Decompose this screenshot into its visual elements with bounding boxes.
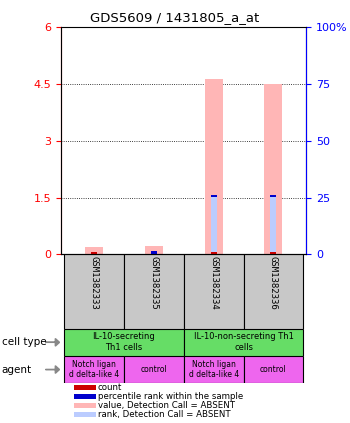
Text: percentile rank within the sample: percentile rank within the sample xyxy=(98,392,243,401)
Text: GSM1382335: GSM1382335 xyxy=(149,256,158,310)
Bar xyxy=(74,385,96,390)
Bar xyxy=(145,246,163,254)
Bar xyxy=(151,252,157,254)
Text: GSM1382333: GSM1382333 xyxy=(90,256,99,310)
Bar xyxy=(74,394,96,399)
Bar xyxy=(124,254,184,329)
Text: GSM1382334: GSM1382334 xyxy=(209,256,218,310)
Bar xyxy=(271,252,276,254)
Text: value, Detection Call = ABSENT: value, Detection Call = ABSENT xyxy=(98,401,235,410)
Text: control: control xyxy=(140,365,167,374)
Bar xyxy=(271,195,276,197)
Bar xyxy=(205,79,223,254)
Text: GDS5609 / 1431805_a_at: GDS5609 / 1431805_a_at xyxy=(90,11,260,24)
Bar xyxy=(271,195,276,254)
Text: count: count xyxy=(98,383,122,392)
Bar xyxy=(244,254,303,329)
Bar xyxy=(74,403,96,408)
Text: IL-10-secreting
Th1 cells: IL-10-secreting Th1 cells xyxy=(93,332,155,352)
Text: Notch ligan
d delta-like 4: Notch ligan d delta-like 4 xyxy=(189,360,239,379)
Bar xyxy=(64,329,184,356)
Bar xyxy=(184,329,303,356)
Bar xyxy=(64,254,124,329)
Bar xyxy=(264,84,282,254)
Bar xyxy=(211,195,217,197)
Bar xyxy=(211,195,217,254)
Bar xyxy=(211,252,217,254)
Bar xyxy=(124,356,184,383)
Text: Notch ligan
d delta-like 4: Notch ligan d delta-like 4 xyxy=(69,360,119,379)
Bar xyxy=(151,251,157,254)
Text: GSM1382336: GSM1382336 xyxy=(269,256,278,310)
Text: rank, Detection Call = ABSENT: rank, Detection Call = ABSENT xyxy=(98,410,231,419)
Bar xyxy=(64,356,124,383)
Bar xyxy=(151,251,157,254)
Text: IL-10-non-secreting Th1
cells: IL-10-non-secreting Th1 cells xyxy=(194,332,293,352)
Text: cell type: cell type xyxy=(2,337,46,347)
Text: agent: agent xyxy=(2,365,32,374)
Bar xyxy=(184,254,244,329)
Bar xyxy=(91,252,97,254)
Bar xyxy=(74,412,96,417)
Bar xyxy=(244,356,303,383)
Bar xyxy=(85,247,103,254)
Text: control: control xyxy=(260,365,287,374)
Bar xyxy=(184,356,244,383)
